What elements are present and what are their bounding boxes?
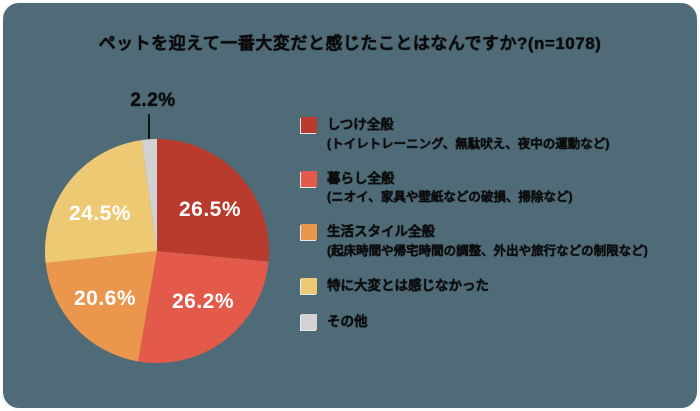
legend-label: 特に大変とは感じなかった [327,278,489,294]
legend-item-lifestyle: 生活スタイル全般 (起床時間や帰宅時間の調整、外出や旅行などの制限など) [301,222,693,260]
callout-leader-line [148,114,150,139]
pie-slice-1 [138,251,269,363]
legend-description: (起床時間や帰宅時間の調整、外出や旅行などの制限など) [327,243,648,258]
pie-slice-2 [45,251,157,362]
legend-item-kurashi: 暮らし全般 (ニオイ、家具や壁紙などの破損、掃除など) [301,169,693,207]
legend-item-shitsuke: しつけ全般 (トイレトレーニング、無駄吠え、夜中の運動など) [301,115,693,153]
legend-description: (トイレトレーニング、無駄吠え、夜中の運動など) [327,136,610,151]
pie-slice-0 [157,139,269,262]
slice-value-label: 26.5% [178,198,242,221]
slice-value-label: 20.6% [73,287,137,310]
legend-swatch [301,117,317,133]
chart-title: ペットを迎えて一番大変だと感じたことはなんですか?(n=1078) [98,34,602,53]
slice-value-label: 24.5% [68,202,132,225]
slice-value-label-other: 2.2% [130,90,176,111]
legend-swatch [301,278,317,295]
pie-slice-4 [141,139,157,251]
pie-slice-3 [45,140,157,263]
legend-label: 生活スタイル全般 [327,224,435,240]
legend-swatch [301,313,317,330]
pie-chart [45,139,269,363]
legend-label: しつけ全般 [327,117,394,132]
legend-item-other: その他 [301,312,693,332]
legend-description: (ニオイ、家具や壁紙などの破損、掃除など) [327,190,573,205]
legend-item-not-hard: 特に大変とは感じなかった [301,276,693,296]
legend-swatch [301,224,317,241]
legend-label: その他 [327,313,368,329]
legend-label: 暮らし全般 [327,170,395,186]
slice-value-label: 26.2% [171,290,235,313]
legend-swatch [301,170,317,187]
chart-legend: しつけ全般 (トイレトレーニング、無駄吠え、夜中の運動など) 暮らし全般 (ニオ… [301,115,693,347]
